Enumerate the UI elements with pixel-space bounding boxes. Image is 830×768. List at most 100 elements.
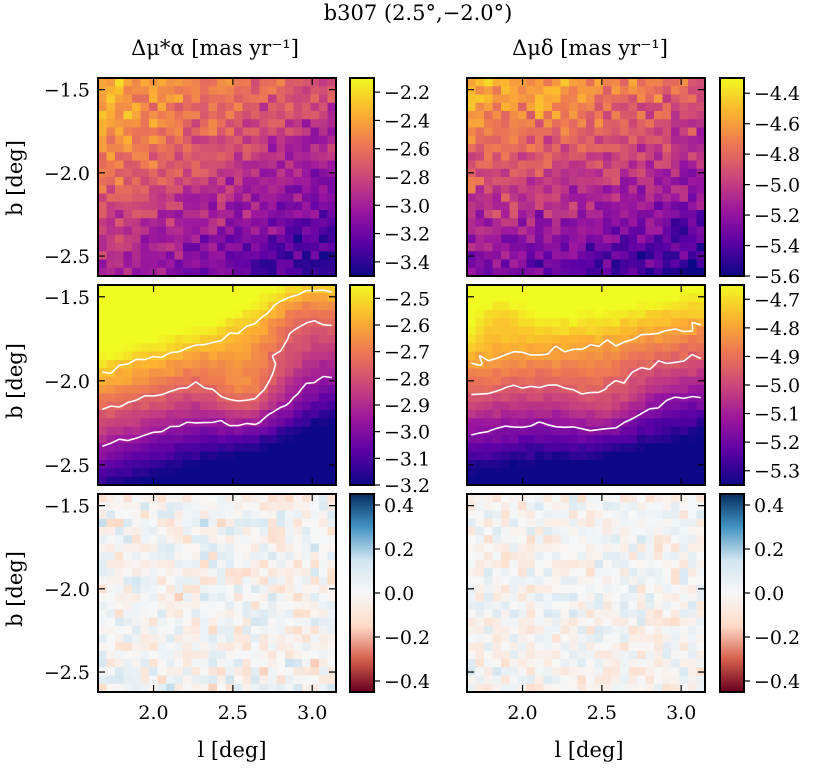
heatmap-cell xyxy=(209,318,218,327)
heatmap-cell xyxy=(501,327,510,336)
heatmap-cell xyxy=(251,128,260,137)
heatmap-cell xyxy=(183,251,192,260)
heatmap-cell xyxy=(518,568,527,577)
heatmap-cell xyxy=(209,577,218,586)
heatmap-cell xyxy=(646,667,655,676)
heatmap-cell xyxy=(561,393,570,402)
heatmap-cell xyxy=(98,552,107,561)
heatmap-cell xyxy=(234,177,243,186)
heatmap-cell xyxy=(183,443,192,452)
heatmap-cell xyxy=(200,352,209,361)
heatmap-cell xyxy=(243,552,252,561)
heatmap-cell xyxy=(260,318,269,327)
heatmap-cell xyxy=(277,527,286,536)
heatmap-cell xyxy=(561,302,570,311)
heatmap-cell xyxy=(688,626,697,635)
y-axis-label: b [deg] xyxy=(3,140,27,216)
heatmap-cell xyxy=(510,343,519,352)
heatmap-cell xyxy=(680,577,689,586)
heatmap-cell xyxy=(294,185,303,194)
heatmap-cell xyxy=(141,659,150,668)
heatmap-cell xyxy=(234,535,243,544)
heatmap-cell xyxy=(149,502,158,511)
heatmap-cell xyxy=(671,302,680,311)
heatmap-cell xyxy=(217,560,226,569)
heatmap-cell xyxy=(493,452,502,461)
heatmap-cell xyxy=(192,227,201,236)
heatmap-cell xyxy=(637,136,646,145)
heatmap-cell xyxy=(260,111,269,120)
heatmap-cell xyxy=(544,293,553,302)
heatmap-cell xyxy=(527,511,536,520)
heatmap-cell xyxy=(484,302,493,311)
heatmap-cell xyxy=(294,618,303,627)
heatmap-cell xyxy=(629,119,638,128)
heatmap-cell xyxy=(535,585,544,594)
heatmap-cell xyxy=(158,610,167,619)
heatmap-cell xyxy=(277,136,286,145)
heatmap-cell xyxy=(620,327,629,336)
heatmap-cell xyxy=(544,527,553,536)
heatmap-cell xyxy=(561,544,570,553)
heatmap-cell xyxy=(603,410,612,419)
heatmap-cell xyxy=(527,502,536,511)
heatmap-cell xyxy=(654,544,663,553)
heatmap-cell xyxy=(629,136,638,145)
heatmap-cell xyxy=(510,601,519,610)
heatmap-cell xyxy=(302,410,311,419)
heatmap-cell xyxy=(637,585,646,594)
heatmap-cell xyxy=(501,427,510,436)
heatmap-cell xyxy=(251,618,260,627)
heatmap-cell xyxy=(663,626,672,635)
heatmap-cell xyxy=(192,667,201,676)
heatmap-cell xyxy=(544,227,553,236)
heatmap-cell xyxy=(493,560,502,569)
heatmap-cell xyxy=(612,452,621,461)
heatmap-cell xyxy=(501,618,510,627)
heatmap-cell xyxy=(285,568,294,577)
heatmap-cell xyxy=(671,152,680,161)
heatmap-cell xyxy=(654,585,663,594)
heatmap-cell xyxy=(183,511,192,520)
heatmap-cell xyxy=(226,527,235,536)
heatmap-cell xyxy=(680,95,689,104)
heatmap-cell xyxy=(149,418,158,427)
heatmap-cell xyxy=(688,618,697,627)
heatmap-cell xyxy=(166,593,175,602)
heatmap-cell xyxy=(200,235,209,244)
heatmap-cell xyxy=(663,577,672,586)
heatmap-cell xyxy=(209,293,218,302)
heatmap-cell xyxy=(586,634,595,643)
heatmap-cell xyxy=(107,626,116,635)
heatmap-cell xyxy=(629,318,638,327)
heatmap-cell xyxy=(234,552,243,561)
heatmap-cell xyxy=(141,511,150,520)
heatmap-cell xyxy=(166,651,175,660)
heatmap-cell xyxy=(501,119,510,128)
heatmap-cell xyxy=(467,86,476,95)
heatmap-cell xyxy=(302,352,311,361)
x-tick-label: 3.0 xyxy=(666,702,696,724)
heatmap-cell xyxy=(680,610,689,619)
colorbar-tick-label: −0.4 xyxy=(384,671,430,693)
heatmap-cell xyxy=(646,610,655,619)
heatmap-cell xyxy=(302,468,311,477)
heatmap-cell xyxy=(569,202,578,211)
heatmap-cell xyxy=(285,535,294,544)
heatmap-cell xyxy=(285,519,294,528)
heatmap-cell xyxy=(226,568,235,577)
heatmap-cell xyxy=(285,194,294,203)
heatmap-cell xyxy=(209,676,218,685)
heatmap-cell xyxy=(629,343,638,352)
heatmap-cell xyxy=(226,251,235,260)
heatmap-cell xyxy=(620,527,629,536)
heatmap-cell xyxy=(107,243,116,252)
heatmap-cell xyxy=(243,519,252,528)
heatmap-cell xyxy=(183,601,192,610)
heatmap-cell xyxy=(518,435,527,444)
heatmap-cell xyxy=(552,577,561,586)
heatmap-cell xyxy=(578,95,587,104)
heatmap-cell xyxy=(183,194,192,203)
heatmap-cell xyxy=(141,218,150,227)
heatmap-cell xyxy=(569,327,578,336)
